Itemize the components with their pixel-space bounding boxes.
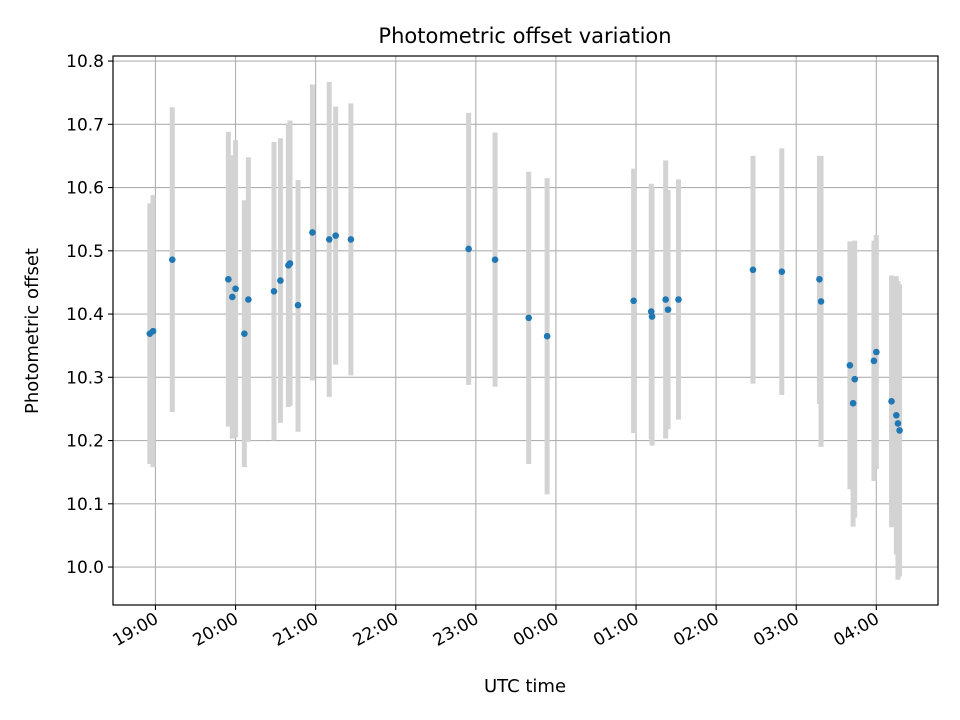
y-tick-label: 10.8 — [66, 52, 104, 72]
data-point — [648, 313, 656, 320]
data-point — [309, 229, 316, 236]
data-point — [229, 293, 236, 301]
data-points — [146, 229, 903, 434]
y-tick-label: 10.5 — [66, 242, 104, 262]
data-point — [168, 256, 176, 263]
data-point — [286, 260, 294, 267]
data-point — [870, 357, 878, 365]
data-point — [816, 275, 823, 283]
data-point — [894, 420, 902, 427]
data-point — [149, 327, 157, 335]
data-point — [543, 332, 551, 340]
y-tick-label: 10.1 — [66, 495, 104, 515]
data-point — [465, 245, 472, 253]
data-point — [277, 277, 284, 284]
data-point — [491, 256, 499, 263]
y-axis-ticks: 10.0 10.1 10.2 10.3 10.4 10.5 10.6 10.7 10.8 — [66, 52, 113, 578]
data-point — [893, 411, 900, 419]
y-tick-label: 10.0 — [66, 558, 104, 578]
data-point — [749, 266, 757, 274]
data-point — [846, 361, 854, 369]
data-point — [888, 398, 895, 405]
data-point — [851, 375, 858, 383]
y-tick-label: 10.6 — [66, 179, 104, 199]
y-tick-label: 10.2 — [66, 432, 104, 452]
data-point — [675, 296, 682, 303]
data-point — [630, 297, 637, 305]
data-point — [347, 236, 355, 243]
y-tick-label: 10.7 — [66, 115, 104, 135]
data-point — [241, 330, 248, 337]
data-point — [662, 296, 669, 303]
data-point — [332, 232, 339, 239]
data-point — [778, 268, 786, 275]
x-axis-label: UTC time — [484, 676, 566, 697]
data-point — [245, 296, 252, 303]
data-point — [325, 236, 333, 243]
chart-title: Photometric offset variation — [378, 24, 671, 48]
y-tick-label: 10.4 — [66, 305, 104, 325]
data-point — [896, 427, 903, 434]
data-point — [664, 306, 672, 313]
data-point — [849, 399, 857, 407]
data-point — [225, 275, 232, 283]
data-point — [294, 301, 302, 309]
data-point — [647, 308, 655, 315]
y-axis-label: Photometric offset — [22, 248, 43, 414]
data-point — [873, 348, 880, 356]
plot-frame — [112, 55, 939, 606]
data-point — [232, 285, 239, 293]
y-tick-label: 10.3 — [66, 368, 104, 388]
data-point — [817, 298, 825, 305]
data-point — [525, 314, 533, 322]
data-point — [270, 287, 278, 295]
